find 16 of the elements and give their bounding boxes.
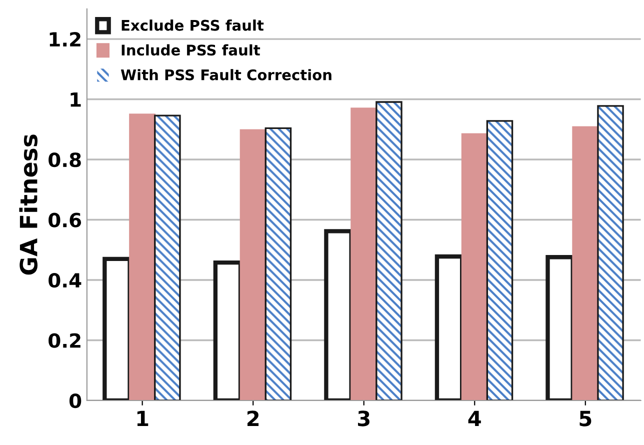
- y-tick-label: 1: [70, 92, 81, 107]
- y-tick-label: 0.4: [48, 272, 82, 288]
- x-tick-label: 5: [580, 410, 592, 426]
- x-tick-label: 4: [468, 410, 481, 426]
- legend-label: Exclude PSS fault: [122, 20, 264, 31]
- x-tick-label: 3: [358, 410, 370, 426]
- y-tick-label: 0.6: [48, 212, 82, 228]
- legend-label: Include PSS fault: [122, 44, 260, 56]
- y-axis-title: GA Fitness: [19, 134, 38, 275]
- x-tick-label: 2: [247, 410, 259, 426]
- y-tick-label: 0.8: [48, 152, 81, 168]
- y-tick-label: 0: [69, 393, 82, 408]
- legend-label: With PSS Fault Correction: [120, 69, 332, 80]
- x-tick-label: 1: [137, 410, 148, 426]
- y-tick-label: 1.2: [50, 32, 80, 46]
- y-tick-label: 0.2: [48, 333, 80, 348]
